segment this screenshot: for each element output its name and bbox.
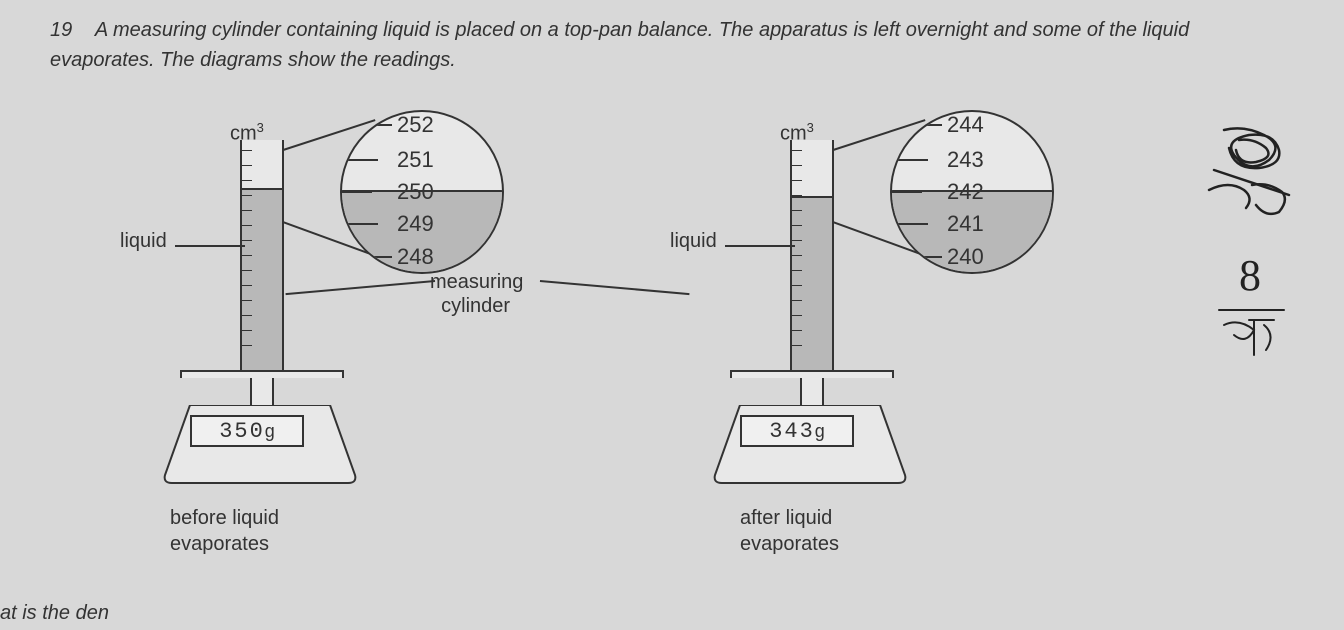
question-body: A measuring cylinder containing liquid i… bbox=[50, 19, 1189, 71]
balance-pan bbox=[180, 370, 344, 378]
zoom-value: 243 bbox=[947, 147, 984, 173]
label-leader-line bbox=[725, 245, 795, 247]
question-number: 19 bbox=[50, 15, 90, 45]
measuring-cylinder bbox=[240, 140, 284, 372]
measuring-cylinder-label: measuring cylinder bbox=[430, 270, 523, 318]
liquid-fill bbox=[792, 196, 832, 370]
handwriting-scribble: 8 bbox=[1194, 120, 1314, 380]
zoom-value: 252 bbox=[397, 112, 434, 138]
zoom-value: 251 bbox=[397, 147, 434, 173]
mass-unit: g bbox=[815, 421, 825, 441]
zoom-value: 240 bbox=[947, 244, 984, 270]
liquid-label: liquid bbox=[670, 230, 717, 253]
balance-stem bbox=[800, 378, 824, 408]
handwritten-number: 8 bbox=[1239, 251, 1261, 300]
zoom-value: 244 bbox=[947, 112, 984, 138]
question-text: 19 A measuring cylinder containing liqui… bbox=[50, 15, 1294, 75]
balance-pan bbox=[730, 370, 894, 378]
zoom-value: 249 bbox=[397, 211, 434, 237]
balance-stem bbox=[250, 378, 274, 408]
mass-unit: g bbox=[265, 421, 275, 441]
zoom-circle-after: 244 243 242 241 240 bbox=[890, 110, 1054, 274]
label-leader-line bbox=[175, 245, 245, 247]
zoom-circle-before: 252 251 250 249 248 bbox=[340, 110, 504, 274]
zoom-value: 242 bbox=[947, 179, 984, 205]
caption-after: after liquid evaporates bbox=[740, 505, 839, 557]
mass-value: 350 bbox=[219, 419, 265, 444]
apparatus-after: cm3 liquid 244 243 242 241 240 343g afte… bbox=[630, 100, 1130, 550]
zoom-value: 250 bbox=[397, 179, 434, 205]
mass-value: 343 bbox=[769, 419, 815, 444]
cutoff-text: at is the den bbox=[0, 602, 109, 625]
liquid-label: liquid bbox=[120, 230, 167, 253]
measuring-cylinder bbox=[790, 140, 834, 372]
zoom-value: 248 bbox=[397, 244, 434, 270]
apparatus-before: cm3 liquid 252 251 250 249 248 350g befo… bbox=[80, 100, 580, 550]
liquid-fill bbox=[242, 188, 282, 370]
balance-display: 343g bbox=[740, 415, 854, 447]
caption-before: before liquid evaporates bbox=[170, 505, 279, 557]
balance-display: 350g bbox=[190, 415, 304, 447]
zoom-value: 241 bbox=[947, 211, 984, 237]
